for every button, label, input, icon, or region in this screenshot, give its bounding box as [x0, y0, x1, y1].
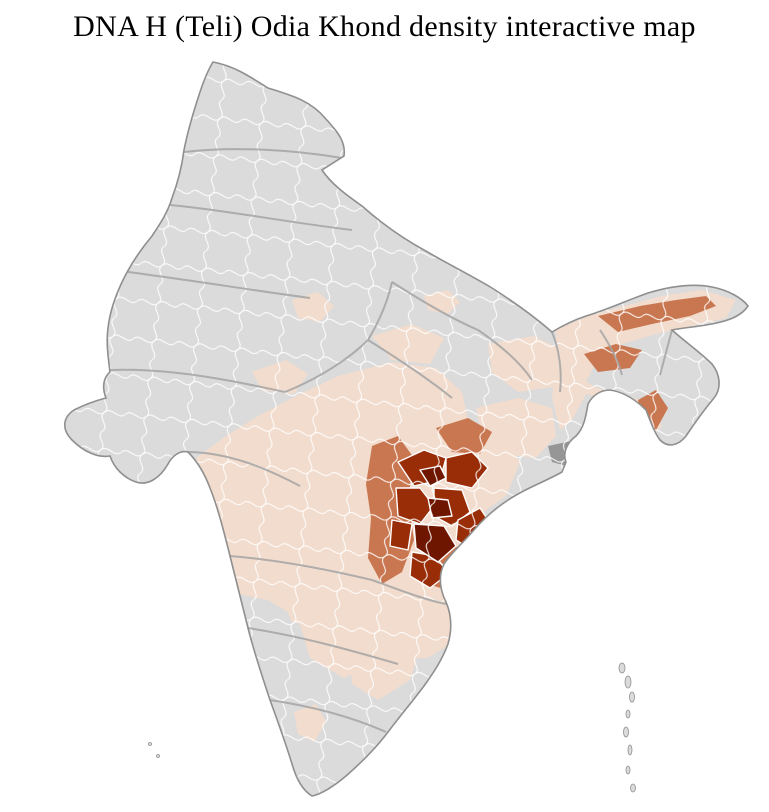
- island: [148, 742, 152, 746]
- island: [630, 783, 636, 793]
- state-borders: [109, 148, 673, 733]
- andaman-islands: [148, 662, 636, 793]
- island: [156, 754, 160, 758]
- island: [623, 726, 629, 738]
- island: [629, 691, 635, 703]
- island: [624, 675, 632, 689]
- island: [627, 744, 633, 756]
- island: [618, 662, 626, 674]
- island: [625, 709, 631, 719]
- coastline: [63, 61, 749, 797]
- district-region-medium[interactable]: [700, 324, 724, 346]
- island: [625, 765, 631, 775]
- page-title: DNA H (Teli) Odia Khond density interact…: [73, 10, 696, 43]
